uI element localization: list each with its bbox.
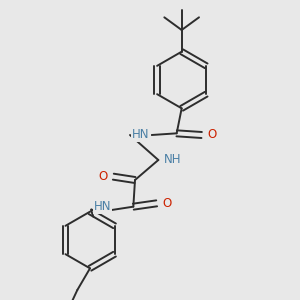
Text: O: O — [99, 170, 108, 183]
Text: HN: HN — [94, 200, 111, 213]
Text: NH: NH — [164, 154, 181, 166]
Text: HN: HN — [132, 128, 150, 142]
Text: O: O — [207, 128, 216, 142]
Text: O: O — [162, 197, 171, 210]
